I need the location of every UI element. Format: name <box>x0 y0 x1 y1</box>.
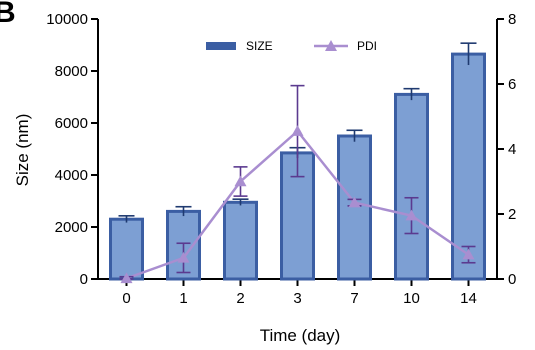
x-tick-label: 14 <box>460 290 477 307</box>
legend-marker-pdi <box>325 40 337 51</box>
legend-label-pdi: PDI <box>357 39 377 53</box>
pdi-point-marker <box>291 125 304 136</box>
y2-tick-label: 8 <box>508 11 516 28</box>
pdi-point-marker <box>405 209 418 221</box>
x-tick-label: 10 <box>403 290 420 307</box>
y-tick-label: 2000 <box>55 219 88 236</box>
y-tick-label: 8000 <box>55 63 88 80</box>
y-tick-label: 6000 <box>55 115 88 132</box>
y-tick-label: 0 <box>80 271 88 288</box>
y-tick-label: 10000 <box>46 11 88 28</box>
bar-size <box>109 217 144 281</box>
pdi-point-marker <box>462 248 475 260</box>
legend-label-size: SIZE <box>246 39 273 53</box>
pdi-point-marker <box>177 251 190 263</box>
x-tick-label: 2 <box>236 290 244 307</box>
y2-tick-label: 4 <box>508 141 516 158</box>
panel-letter: B <box>0 0 16 29</box>
pdi-point-marker <box>234 175 247 187</box>
x-tick-label: 1 <box>179 290 187 307</box>
pdi-point-marker <box>120 272 133 284</box>
bar-size <box>223 200 258 281</box>
y2-tick-label: 2 <box>508 206 516 223</box>
legend-swatch-size <box>206 42 236 50</box>
bar-size <box>394 92 429 281</box>
y2-tick-label: 0 <box>508 271 516 288</box>
x-tick-label: 3 <box>293 290 301 307</box>
plot-area: 0 2000 4000 6000 8000 10000 0 2 4 6 8 0 1 2 3 7 10 14 SIZE… <box>46 11 516 307</box>
pdi-point-marker <box>348 196 361 208</box>
x-tick-label: 7 <box>350 290 358 307</box>
x-axis-title: Time (day) <box>260 326 341 345</box>
y2-tick-label: 6 <box>508 76 516 93</box>
x-tick-label: 0 <box>122 290 130 307</box>
y-tick-label: 4000 <box>55 167 88 184</box>
bar-size <box>451 52 486 281</box>
y-axis-title: Size (nm) <box>13 114 32 187</box>
bar-size <box>337 134 372 281</box>
